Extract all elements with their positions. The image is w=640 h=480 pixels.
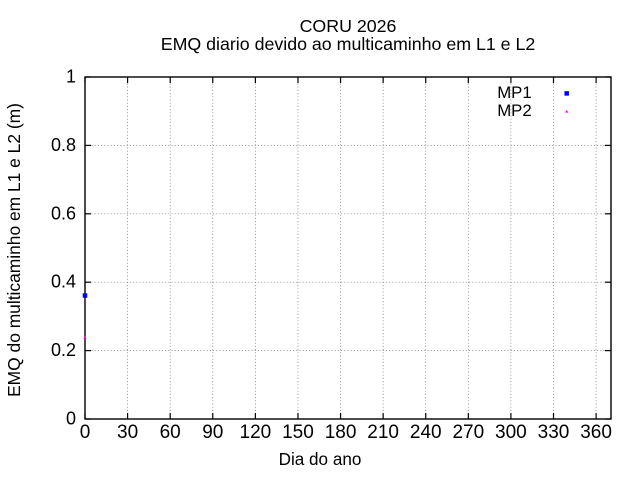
- svg-text:0: 0: [80, 422, 91, 443]
- svg-text:360: 360: [580, 422, 612, 443]
- svg-text:180: 180: [325, 422, 357, 443]
- svg-text:240: 240: [410, 422, 442, 443]
- svg-text:0: 0: [66, 409, 76, 429]
- svg-text:0.8: 0.8: [51, 135, 76, 155]
- svg-text:0.2: 0.2: [51, 340, 76, 360]
- svg-text:150: 150: [282, 422, 314, 443]
- svg-text:210: 210: [367, 422, 399, 443]
- svg-text:30: 30: [117, 422, 138, 443]
- svg-text:90: 90: [202, 422, 223, 443]
- svg-text:330: 330: [538, 422, 570, 443]
- svg-text:120: 120: [240, 422, 272, 443]
- svg-text:0.4: 0.4: [51, 272, 76, 292]
- svg-text:1: 1: [66, 67, 76, 87]
- svg-text:60: 60: [160, 422, 181, 443]
- svg-text:MP1: MP1: [497, 83, 532, 102]
- svg-text:270: 270: [452, 422, 484, 443]
- svg-text:0.6: 0.6: [51, 203, 76, 223]
- svg-text:MP2: MP2: [497, 101, 532, 120]
- svg-text:300: 300: [495, 422, 527, 443]
